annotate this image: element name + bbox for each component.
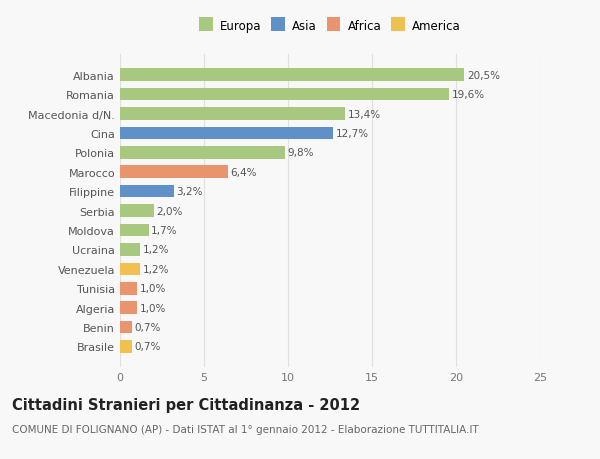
Text: 1,0%: 1,0% (139, 303, 166, 313)
Bar (120, 302, 137, 314)
Text: COMUNE DI FOLIGNANO (AP) - Dati ISTAT al 1° gennaio 2012 - Elaborazione TUTTITAL: COMUNE DI FOLIGNANO (AP) - Dati ISTAT al… (12, 425, 479, 435)
Bar (120, 89, 449, 101)
Text: 19,6%: 19,6% (452, 90, 485, 100)
Bar (120, 166, 227, 179)
Bar (120, 244, 140, 256)
Bar (120, 108, 345, 121)
Text: 12,7%: 12,7% (336, 129, 369, 139)
Text: 6,4%: 6,4% (230, 168, 257, 177)
Text: 1,0%: 1,0% (139, 284, 166, 294)
Bar (120, 282, 137, 295)
Bar (120, 147, 284, 159)
Bar (120, 205, 154, 218)
Legend: Europa, Asia, Africa, America: Europa, Asia, Africa, America (199, 20, 461, 34)
Text: 1,2%: 1,2% (143, 245, 169, 255)
Text: Cittadini Stranieri per Cittadinanza - 2012: Cittadini Stranieri per Cittadinanza - 2… (12, 397, 360, 412)
Bar (120, 185, 174, 198)
Text: 1,2%: 1,2% (143, 264, 169, 274)
Text: 0,7%: 0,7% (134, 342, 161, 352)
Text: 0,7%: 0,7% (134, 322, 161, 332)
Text: 2,0%: 2,0% (156, 206, 182, 216)
Text: 1,7%: 1,7% (151, 225, 178, 235)
Bar (120, 224, 149, 237)
Bar (120, 127, 334, 140)
Text: 20,5%: 20,5% (467, 71, 500, 80)
Text: 3,2%: 3,2% (176, 187, 203, 197)
Bar (120, 341, 132, 353)
Text: 9,8%: 9,8% (287, 148, 314, 158)
Bar (120, 321, 132, 334)
Bar (120, 263, 140, 275)
Bar (120, 69, 464, 82)
Text: 13,4%: 13,4% (347, 109, 381, 119)
